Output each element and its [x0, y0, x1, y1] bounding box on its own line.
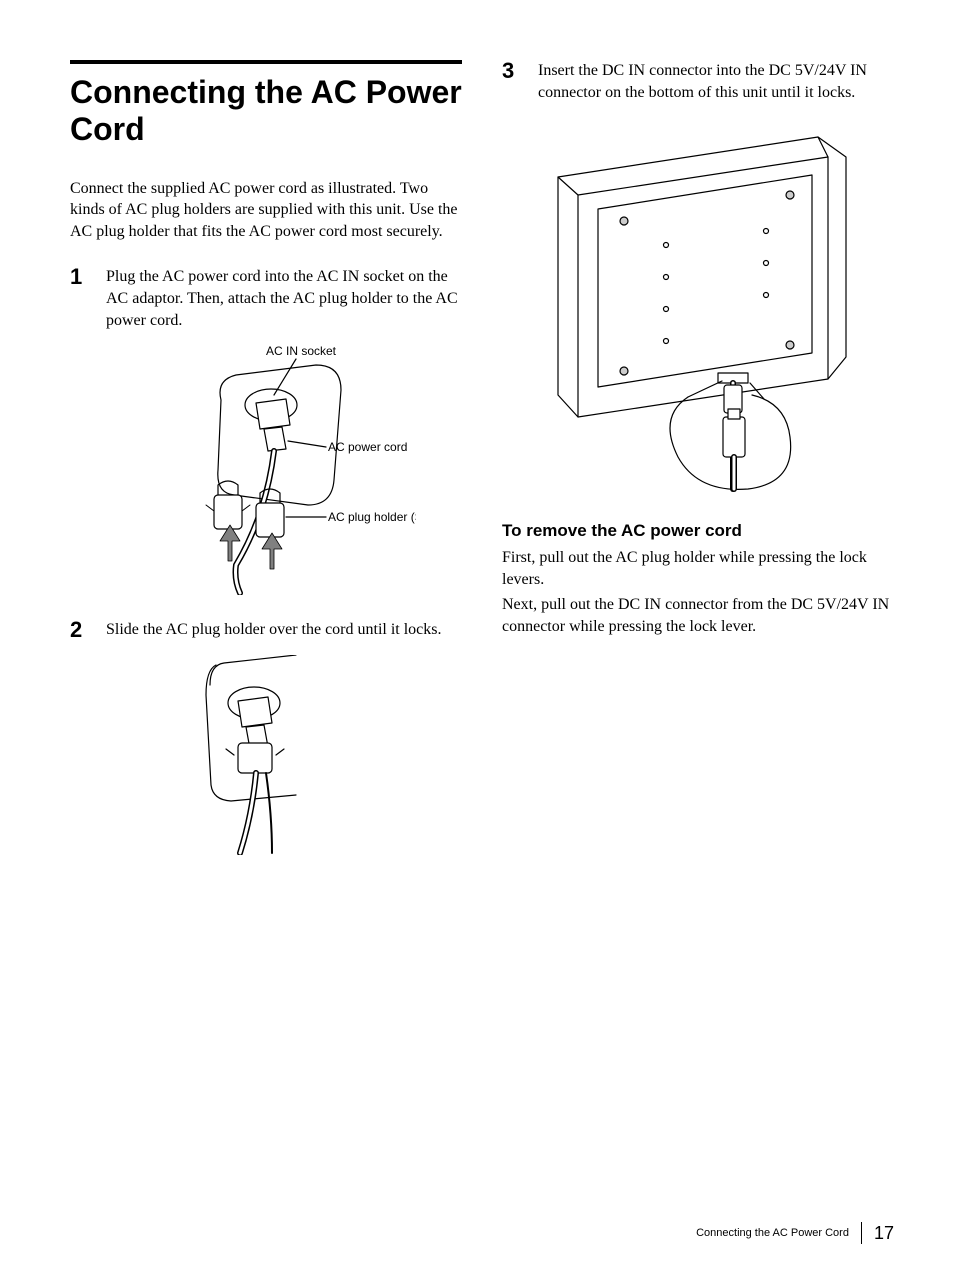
fig1-label-holder: AC plug holder (Supplied): [328, 510, 416, 524]
page-columns: Connecting the AC Power Cord Connect the…: [70, 60, 894, 879]
footer-separator: [861, 1222, 862, 1244]
page-title: Connecting the AC Power Cord: [70, 74, 462, 148]
remove-heading: To remove the AC power cord: [502, 521, 894, 541]
step-3-number: 3: [502, 60, 522, 103]
title-rule: [70, 60, 462, 64]
page-footer: Connecting the AC Power Cord 17: [696, 1222, 894, 1244]
footer-page-number: 17: [874, 1223, 894, 1244]
step-2-text: Slide the AC plug holder over the cord u…: [106, 619, 462, 641]
left-column: Connecting the AC Power Cord Connect the…: [70, 60, 462, 879]
figure-ac-adaptor: AC IN socket AC power cord AC plug holde…: [116, 345, 416, 595]
intro-paragraph: Connect the supplied AC power cord as il…: [70, 178, 462, 243]
fig1-label-socket: AC IN socket: [266, 345, 337, 358]
step-1-number: 1: [70, 266, 90, 331]
step-3: 3 Insert the DC IN connector into the DC…: [502, 60, 894, 103]
figure-plug-holder-lock: [176, 655, 356, 855]
remove-p1: First, pull out the AC plug holder while…: [502, 547, 894, 590]
step-3-text: Insert the DC IN connector into the DC 5…: [538, 60, 894, 103]
figure-monitor-back: [528, 117, 868, 497]
step-1: 1 Plug the AC power cord into the AC IN …: [70, 266, 462, 331]
step-1-text: Plug the AC power cord into the AC IN so…: [106, 266, 462, 331]
right-column: 3 Insert the DC IN connector into the DC…: [502, 60, 894, 879]
footer-title: Connecting the AC Power Cord: [696, 1227, 849, 1239]
step-2: 2 Slide the AC plug holder over the cord…: [70, 619, 462, 641]
remove-p2: Next, pull out the DC IN connector from …: [502, 594, 894, 637]
fig1-label-cord: AC power cord: [328, 440, 407, 454]
step-2-number: 2: [70, 619, 90, 641]
